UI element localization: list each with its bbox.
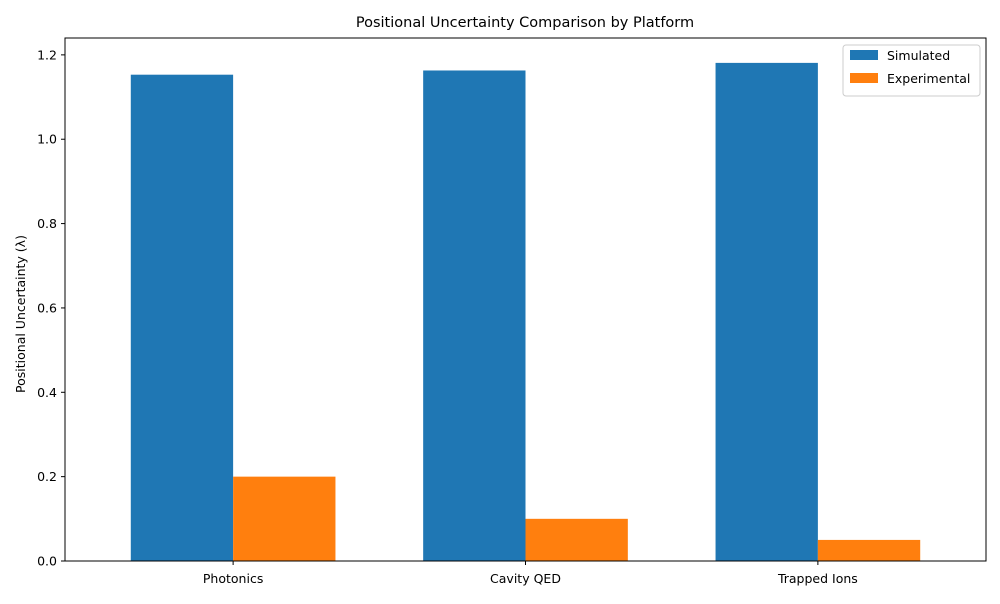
y-axis-label: Positional Uncertainty (λ) <box>13 235 28 393</box>
legend-label-simulated: Simulated <box>887 48 950 63</box>
x-tick-label-trapped-ions: Trapped Ions <box>777 571 858 586</box>
bars-layer <box>130 62 921 562</box>
bar-experimental-trapped-ions <box>817 539 921 561</box>
legend-label-experimental: Experimental <box>887 71 970 86</box>
legend: Simulated Experimental <box>842 44 981 97</box>
bar-simulated-trapped-ions <box>715 62 818 562</box>
y-tick-label: 0.0 <box>37 554 57 569</box>
legend-swatch-experimental <box>850 73 878 83</box>
chart-title: Positional Uncertainty Comparison by Pla… <box>356 15 694 31</box>
y-tick-label: 0.6 <box>37 300 57 315</box>
y-tick-label: 1.2 <box>37 47 57 62</box>
x-tick-label-photonics: Photonics <box>203 571 263 586</box>
bar-simulated-cavity-qed <box>423 70 526 561</box>
y-tick-label: 1.0 <box>37 132 57 147</box>
bar-experimental-photonics <box>233 476 336 561</box>
bar-simulated-photonics <box>130 74 234 562</box>
y-axis-ticks: 0.0 0.2 0.4 0.6 0.8 1.0 1.2 <box>37 47 65 569</box>
y-tick-label: 0.4 <box>37 385 57 400</box>
x-axis-ticks: Photonics Cavity QED Trapped Ions <box>203 561 858 586</box>
x-tick-label-cavity-qed: Cavity QED <box>490 571 561 586</box>
y-tick-label: 0.2 <box>37 469 57 484</box>
plot-area-frame <box>64 37 987 562</box>
y-tick-label: 0.8 <box>37 216 57 231</box>
bar-experimental-cavity-qed <box>525 518 628 561</box>
legend-swatch-simulated <box>850 50 878 60</box>
